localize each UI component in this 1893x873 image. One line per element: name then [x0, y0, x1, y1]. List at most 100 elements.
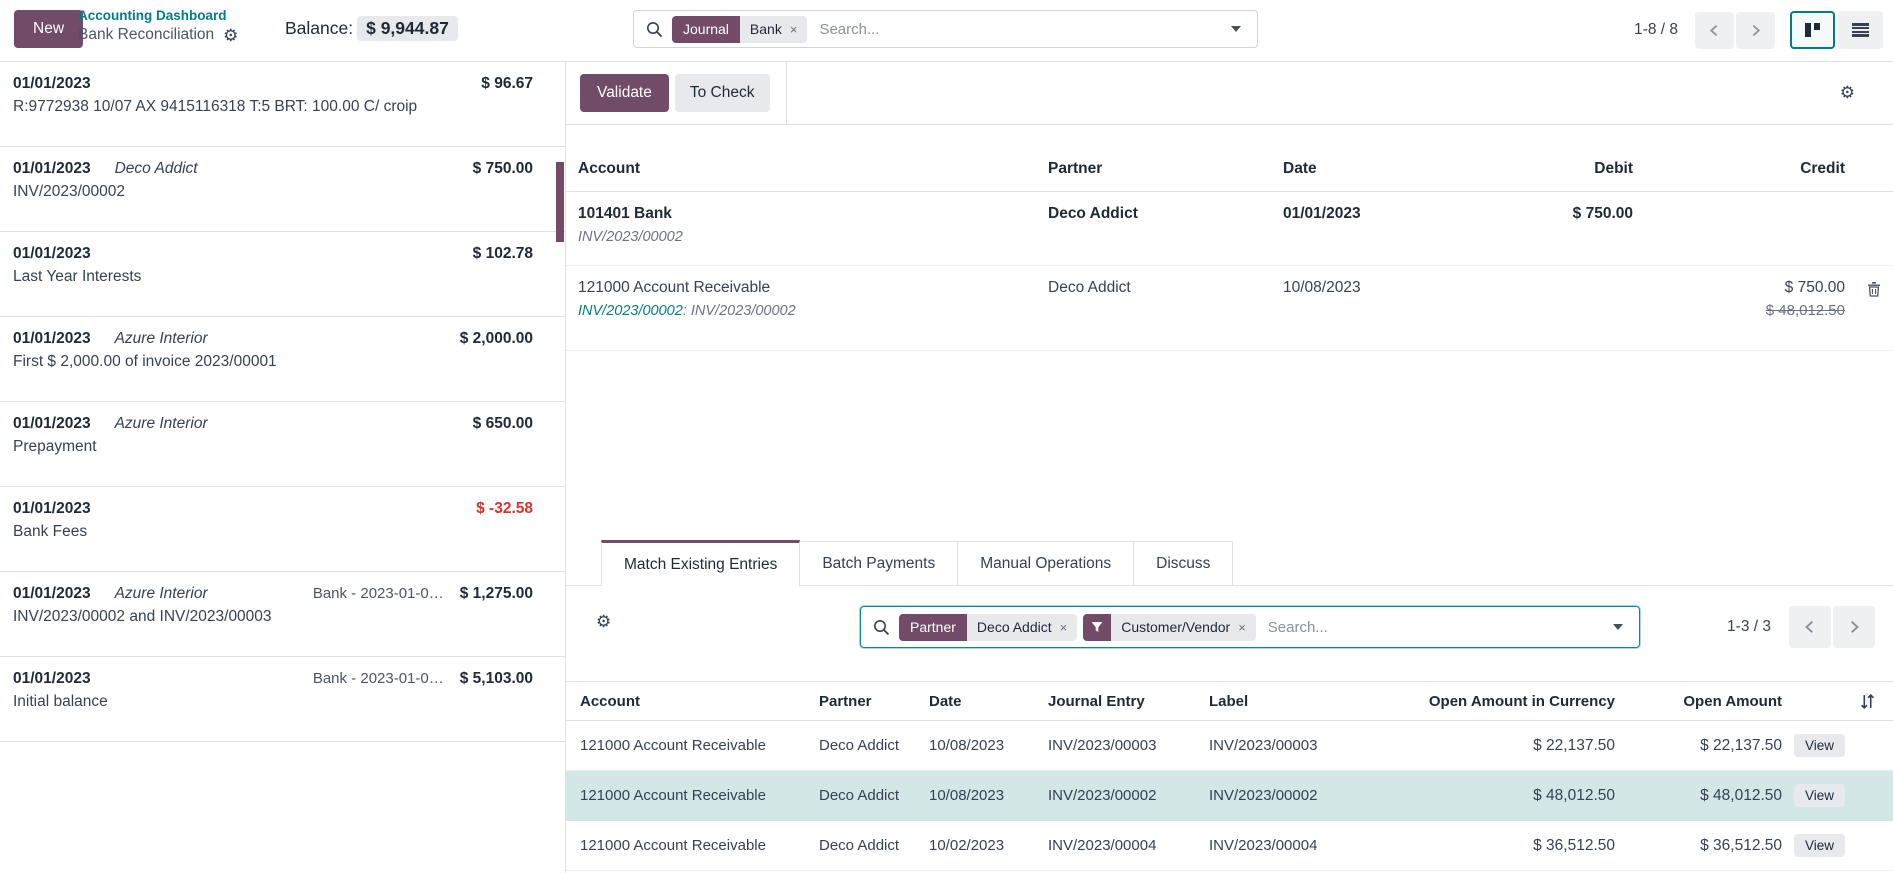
line-date: 01/01/2023 [13, 415, 91, 432]
debit-cell [1463, 279, 1633, 350]
balance: Balance: $ 9,944.87 [285, 16, 458, 41]
match-settings-gear-icon[interactable]: ⚙ [596, 612, 612, 631]
statement-line[interactable]: 01/01/2023 Bank - 2023-01-0… $ 5,103.00 … [0, 657, 565, 742]
line-description: First $ 2,000.00 of invoice 2023/00001 [13, 353, 277, 370]
match-pager-range: 1-3 / 3 [1727, 618, 1771, 635]
scrollbar-thumb[interactable] [556, 162, 564, 242]
date-cell: 10/08/2023 [929, 737, 1005, 754]
label-cell: INV/2023/00004 [1209, 837, 1318, 854]
search-bar[interactable]: Journal Bank × [633, 10, 1258, 48]
line-amount: $ 1,275.00 [459, 585, 533, 602]
line-description: Prepayment [13, 438, 97, 455]
line-amount: $ 650.00 [472, 415, 533, 432]
match-pager-previous-button[interactable] [1789, 606, 1831, 648]
adjust-columns-icon[interactable] [1860, 693, 1875, 709]
statement-line[interactable]: 01/01/2023 $ -32.58 Bank Fees [0, 487, 565, 572]
page-gear-icon[interactable]: ⚙ [223, 26, 239, 46]
validate-button[interactable]: Validate [580, 74, 669, 112]
partner-cell: Deco Addict [1048, 205, 1138, 222]
customer-vendor-facet[interactable]: Customer/Vendor × [1083, 613, 1256, 641]
search-dropdown-toggle[interactable] [1223, 26, 1249, 32]
tab-match-existing-entries[interactable]: Match Existing Entries [601, 540, 801, 586]
reconciliation-panel: Validate To Check ⚙ Account Partner Date… [566, 62, 1893, 873]
line-date: 01/01/2023 [13, 75, 91, 92]
column-header-open-amount: Open Amount [1683, 692, 1782, 710]
facet-value: Bank [749, 21, 782, 37]
chevron-right-icon [1851, 621, 1859, 633]
chevron-down-icon [1231, 26, 1241, 32]
column-header-account: Account [580, 692, 640, 710]
column-header-open-amount-currency: Open Amount in Currency [1428, 692, 1615, 710]
reco-line-row[interactable]: 121000 Account Receivable INV/2023/00002… [566, 266, 1893, 351]
view-button[interactable]: View [1793, 734, 1845, 757]
remove-facet-icon[interactable]: × [1238, 619, 1246, 635]
tab-batch-payments[interactable]: Batch Payments [799, 541, 959, 585]
match-search-input[interactable] [1267, 618, 1605, 636]
open-amount-currency-cell: $ 48,012.50 [1533, 786, 1615, 804]
delete-line-icon[interactable] [1867, 281, 1881, 297]
remove-facet-icon[interactable]: × [1059, 619, 1068, 635]
line-date: 01/01/2023 [13, 670, 91, 687]
label-separator: : [682, 303, 691, 319]
journal-entry-link[interactable]: INV/2023/00002 [578, 303, 683, 319]
toolbar-divider [785, 62, 787, 124]
statement-line[interactable]: 01/01/2023 $ 96.67 R:9772938 10/07 AX 94… [0, 62, 565, 147]
pager-next-button[interactable] [1736, 11, 1775, 49]
match-candidate-row[interactable]: 121000 Account Receivable Deco Addict 10… [566, 721, 1893, 771]
tab-discuss[interactable]: Discuss [1133, 541, 1234, 585]
balance-value: $ 9,944.87 [357, 16, 458, 41]
account-cell: 101401 Bank [578, 205, 672, 222]
breadcrumb-parent-link[interactable]: Accounting Dashboard [78, 8, 227, 23]
line-amount: $ 102.78 [472, 245, 533, 262]
label-cell: INV/2023/00002 [578, 229, 683, 245]
remove-facet-icon[interactable]: × [789, 21, 798, 37]
search-icon [873, 619, 890, 636]
statement-line[interactable]: 01/01/2023 $ 102.78 Last Year Interests [0, 232, 565, 317]
statement-line[interactable]: 01/01/2023 Azure Interior Bank - 2023-01… [0, 572, 565, 657]
statement-line-selected[interactable]: 01/01/2023 Deco Addict $ 750.00 INV/2023… [0, 147, 565, 232]
journal-entry-cell: INV/2023/00002 [1048, 787, 1157, 804]
date-cell: 10/08/2023 [1283, 279, 1361, 296]
journal-facet[interactable]: Journal Bank × [672, 15, 808, 43]
line-date: 01/01/2023 [13, 585, 91, 602]
tab-manual-operations[interactable]: Manual Operations [957, 541, 1135, 585]
line-date: 01/01/2023 [13, 245, 91, 262]
account-cell: 121000 Account Receivable [580, 737, 766, 754]
pager-previous-button[interactable] [1695, 11, 1734, 49]
line-partner: Azure Interior [114, 330, 208, 347]
line-description: Last Year Interests [13, 268, 142, 285]
line-amount-negative: $ -32.58 [476, 500, 533, 517]
open-amount-currency-cell: $ 22,137.50 [1533, 736, 1615, 754]
list-icon [1852, 23, 1869, 37]
view-button[interactable]: View [1793, 834, 1845, 857]
line-partner: Deco Addict [114, 160, 198, 177]
match-search-bar[interactable]: Partner Deco Addict × Customer/Vendor × [860, 606, 1640, 648]
kanban-view-button[interactable] [1790, 11, 1835, 49]
column-header-partner: Partner [819, 692, 872, 710]
match-search-dropdown-toggle[interactable] [1605, 624, 1631, 630]
notebook-tabs: Match Existing Entries Batch Payments Ma… [566, 540, 1893, 586]
statement-line[interactable]: 01/01/2023 Azure Interior $ 2,000.00 Fir… [0, 317, 565, 402]
line-date: 01/01/2023 [13, 500, 91, 517]
credit-cell [1633, 205, 1845, 265]
match-candidate-row[interactable]: 121000 Account Receivable Deco Addict 10… [566, 821, 1893, 871]
reco-settings-gear-icon[interactable]: ⚙ [1839, 83, 1855, 102]
match-pager-next-button[interactable] [1833, 606, 1875, 648]
view-button[interactable]: View [1793, 784, 1845, 807]
partner-facet[interactable]: Partner Deco Addict × [899, 613, 1078, 641]
column-header-journal-entry: Journal Entry [1048, 692, 1145, 710]
account-cell: 121000 Account Receivable [578, 279, 771, 296]
line-description: INV/2023/00002 and INV/2023/00003 [13, 608, 272, 625]
column-header-date: Date [1283, 160, 1317, 177]
column-header-account: Account [578, 160, 640, 177]
pager-range: 1-8 / 8 [1634, 21, 1678, 38]
open-amount-currency-cell: $ 36,512.50 [1533, 836, 1615, 854]
list-view-button[interactable] [1838, 11, 1883, 49]
to-check-button[interactable]: To Check [674, 74, 770, 112]
search-input[interactable] [819, 20, 1223, 38]
new-button[interactable]: New [14, 10, 84, 48]
partner-cell: Deco Addict [819, 837, 900, 854]
reco-line-row[interactable]: 101401 Bank INV/2023/00002 Deco Addict 0… [566, 192, 1893, 266]
match-candidate-row-selected[interactable]: 121000 Account Receivable Deco Addict 10… [566, 771, 1893, 821]
statement-line[interactable]: 01/01/2023 Azure Interior $ 650.00 Prepa… [0, 402, 565, 487]
